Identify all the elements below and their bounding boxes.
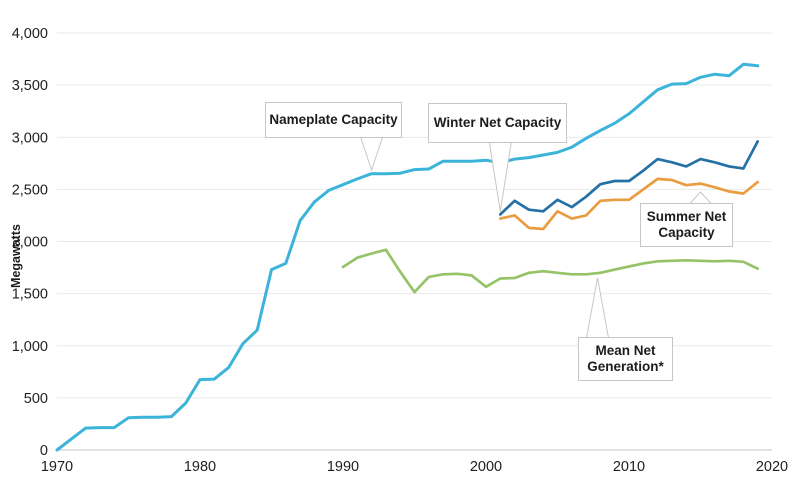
- series-line-4: [341, 248, 760, 294]
- x-tick-label: 1970: [41, 459, 73, 475]
- y-tick-label: 3,000: [12, 130, 48, 146]
- y-tick-label: 2,500: [12, 182, 48, 198]
- y-tick-label: 2,000: [12, 235, 48, 251]
- callout-summer-net-capacity: Summer Net Capacity: [640, 203, 733, 247]
- callout-nameplate-capacity: Nameplate Capacity: [265, 102, 402, 138]
- x-tick-label: 2000: [470, 459, 502, 475]
- callout-leader: [359, 136, 384, 172]
- y-tick-label: 1,500: [12, 287, 48, 303]
- y-tick-label: 3,500: [12, 78, 48, 94]
- callout-leader: [488, 141, 512, 212]
- y-tick-label: 4,000: [12, 26, 48, 42]
- callout-mean-net-generation: Mean Net Generation*: [578, 337, 673, 381]
- y-axis-label: Megawatts: [9, 224, 23, 288]
- callout-leader: [585, 277, 610, 339]
- y-tick-label: 0: [40, 443, 48, 459]
- x-tick-label: 1980: [184, 459, 216, 475]
- series-line-1: [55, 62, 760, 452]
- callout-winter-net-capacity: Winter Net Capacity: [428, 103, 567, 143]
- series-line-2: [498, 140, 760, 216]
- series-line-3: [498, 177, 760, 231]
- y-tick-label: 1,000: [12, 339, 48, 355]
- x-tick-label: 2010: [613, 459, 645, 475]
- x-tick-label: 1990: [327, 459, 359, 475]
- x-tick-label: 2020: [756, 459, 788, 475]
- y-tick-label: 500: [24, 391, 48, 407]
